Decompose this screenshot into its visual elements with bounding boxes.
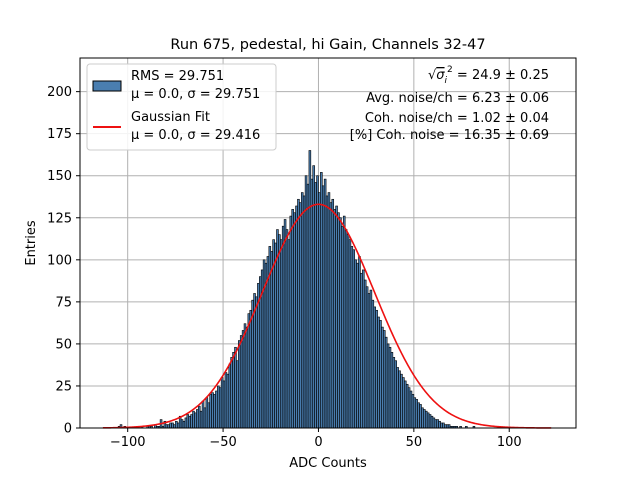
y-tick-label: 100 [47, 253, 72, 268]
histogram-bars [117, 150, 476, 429]
sigma-superscript: 2 [447, 65, 453, 75]
x-tick-label: −50 [209, 435, 236, 450]
sqrt-symbol: √ [428, 68, 437, 83]
legend-fit-label-line1: Gaussian Fit [131, 110, 210, 125]
noise-annotations: √σi2 = 24.9 ± 0.25 Avg. noise/ch = 6.23 … [350, 65, 549, 143]
x-tick-label: 0 [314, 435, 322, 450]
y-tick-label: 0 [64, 422, 72, 437]
y-tick-label: 200 [47, 85, 72, 100]
legend-box [86, 63, 277, 151]
annotation-sqrt-value: = 24.9 ± 0.25 [453, 68, 549, 83]
y-tick-label: 125 [47, 211, 72, 226]
legend-histogram-label-line1: RMS = 29.751 [131, 69, 224, 84]
y-tick-label: 75 [55, 295, 72, 310]
axis-ticks: −100 −50 0 50 100 0 25 50 75 100 125 150 175 200 [47, 85, 521, 450]
gaussian-fit-line [102, 203, 552, 429]
legend-histogram-swatch [92, 80, 122, 92]
x-axis-label: ADC Counts [289, 456, 367, 471]
y-tick-label: 25 [55, 379, 72, 394]
legend-fit-label-line2: μ = 0.0, σ = 29.416 [131, 128, 260, 143]
legend-histogram-label-line2: μ = 0.0, σ = 29.751 [131, 87, 260, 102]
annotation-sqrt-sigma: √σi2 = 24.9 ± 0.25 [428, 65, 549, 86]
chart-title: Run 675, pedestal, hi Gain, Channels 32-… [170, 37, 485, 53]
annotation-coh-percent: [%] Coh. noise = 16.35 ± 0.69 [350, 128, 549, 143]
annotation-coh-noise: Coh. noise/ch = 1.02 ± 0.04 [365, 111, 549, 126]
annotation-avg-noise: Avg. noise/ch = 6.23 ± 0.06 [366, 91, 549, 106]
plot-frame [79, 57, 577, 429]
y-tick-label: 50 [55, 337, 72, 352]
sigma-subscript: i [445, 76, 448, 86]
legend: RMS = 29.751 μ = 0.0, σ = 29.751 Gaussia… [86, 63, 277, 151]
x-tick-label: 50 [406, 435, 423, 450]
y-tick-label: 150 [47, 169, 72, 184]
x-tick-label: −100 [110, 435, 146, 450]
x-tick-label: 100 [497, 435, 522, 450]
y-axis-label: Entries [24, 220, 39, 266]
y-tick-label: 175 [47, 127, 72, 142]
sigma-symbol: σ [436, 68, 445, 83]
